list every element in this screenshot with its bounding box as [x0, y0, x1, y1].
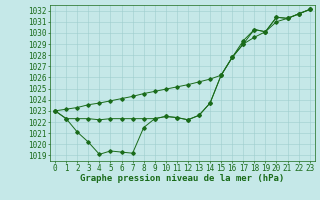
X-axis label: Graphe pression niveau de la mer (hPa): Graphe pression niveau de la mer (hPa): [80, 174, 284, 183]
